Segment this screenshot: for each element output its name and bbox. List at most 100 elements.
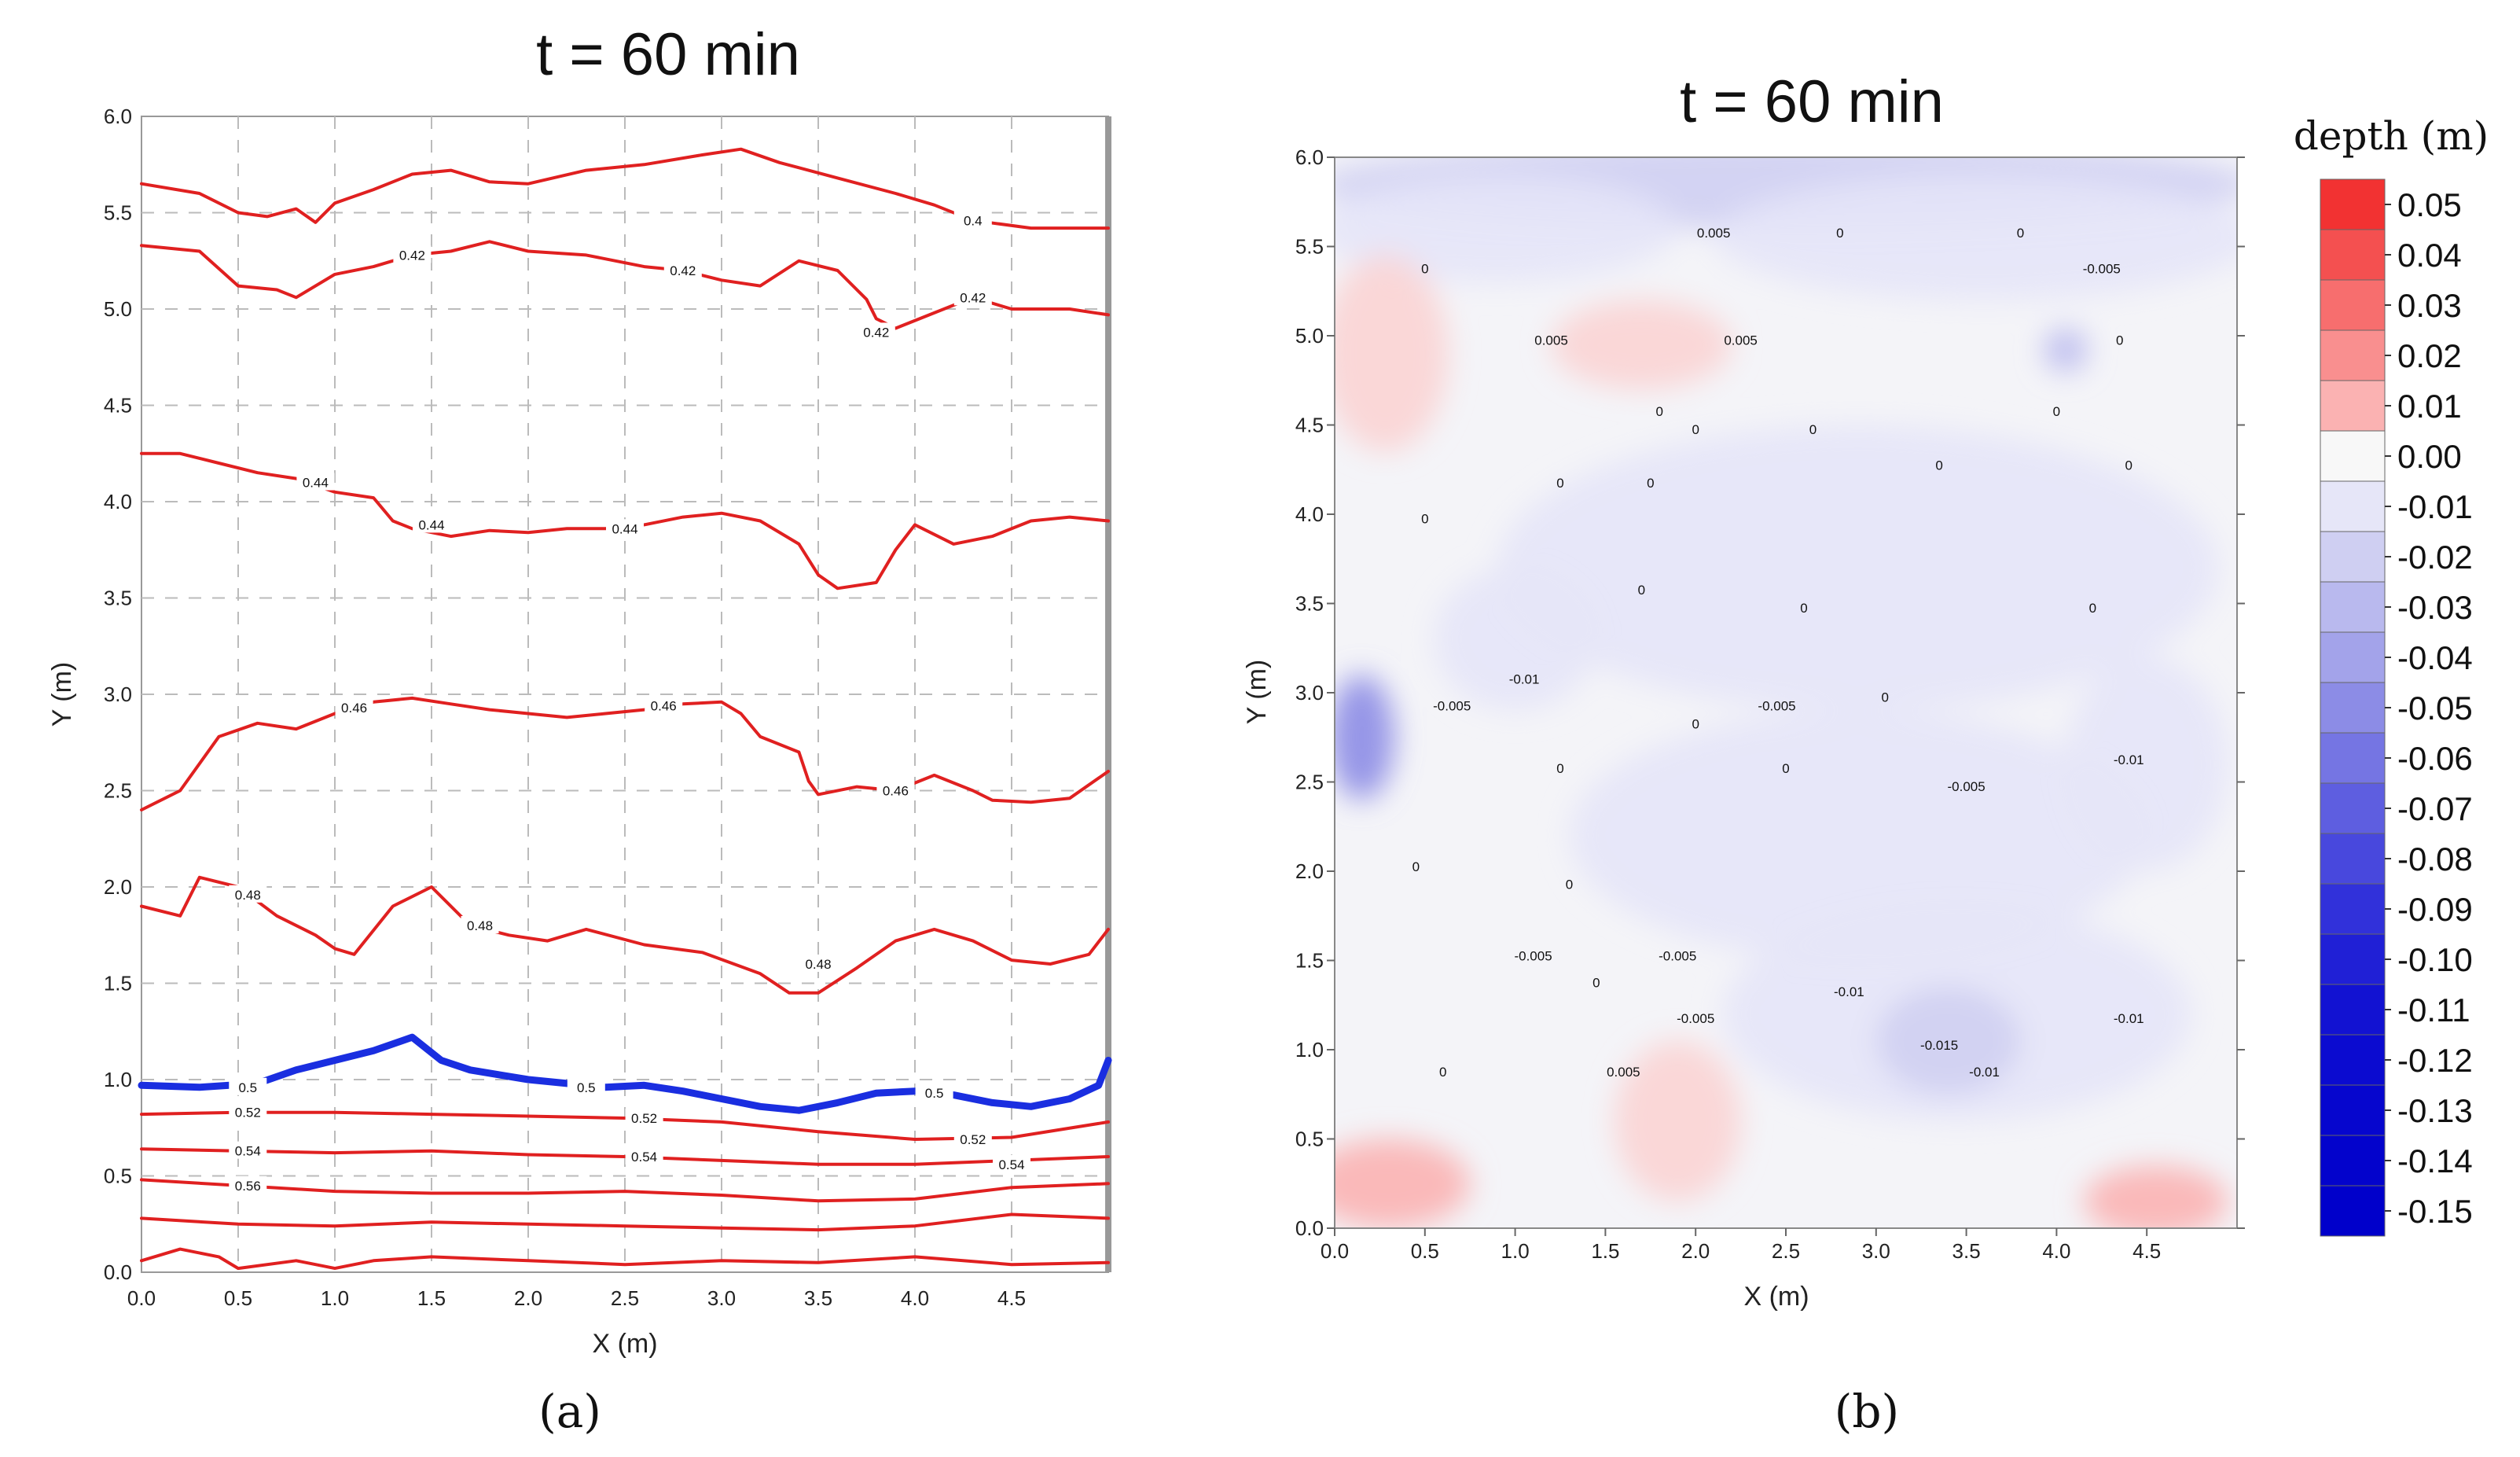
x-tick-label: 2.0 bbox=[514, 1286, 542, 1310]
contour-label: 0.42 bbox=[960, 290, 986, 305]
contour-label: 0.46 bbox=[883, 784, 909, 799]
contour-label: 0.4 bbox=[964, 213, 983, 228]
y-tick-label: 4.0 bbox=[104, 490, 132, 513]
y-tick-label: 3.0 bbox=[1295, 681, 1324, 705]
colorbar-swatch bbox=[2320, 782, 2386, 834]
y-tick-label: 4.0 bbox=[1295, 502, 1324, 526]
colorbar-swatch bbox=[2320, 1084, 2386, 1136]
depth-region bbox=[1551, 300, 1732, 390]
colorbar-swatch bbox=[2320, 430, 2386, 482]
depth-region bbox=[1335, 255, 1449, 452]
panel-a-xlabel: X (m) bbox=[592, 1329, 657, 1359]
colorbar-label: -0.03 bbox=[2397, 589, 2473, 626]
x-tick-label: 4.5 bbox=[997, 1286, 1026, 1310]
contour-label-bg bbox=[876, 781, 915, 799]
y-tick-label: 1.0 bbox=[104, 1068, 132, 1091]
panel-b-title: t = 60 min bbox=[1680, 68, 1944, 135]
contour-label-bg bbox=[645, 696, 683, 714]
x-tick-label: 1.0 bbox=[321, 1286, 349, 1310]
contour-label: 0.48 bbox=[805, 957, 831, 972]
y-tick-label: 2.5 bbox=[1295, 771, 1324, 794]
contour-label: -0.005 bbox=[1758, 699, 1795, 714]
contour-label: 0 bbox=[1836, 226, 1843, 241]
contour-label: 0 bbox=[1439, 1065, 1446, 1080]
y-tick-label: 2.5 bbox=[104, 779, 132, 803]
contour-label: -0.015 bbox=[1920, 1038, 1958, 1053]
colorbar-label: 0.00 bbox=[2397, 438, 2462, 475]
colorbar-swatch bbox=[2320, 1034, 2386, 1086]
contour-label: -0.005 bbox=[1677, 1011, 1714, 1026]
contour-label: 0.44 bbox=[612, 521, 637, 536]
depth-region bbox=[1434, 568, 1596, 711]
contour-label: -0.005 bbox=[1433, 699, 1471, 714]
contour-label: 0 bbox=[1647, 476, 1654, 491]
panel-b-ticks: 0.0 0.5 1.0 1.5 2.0 2.5 3.0 3.5 4.0 4.5 0.0 0.5 1.0 1… bbox=[1295, 145, 2245, 1263]
contour-label: 0 bbox=[1556, 761, 1563, 776]
contour-label-bg bbox=[229, 1077, 267, 1095]
contour-label: -0.005 bbox=[1947, 779, 1985, 794]
contour-label-bg bbox=[229, 1176, 267, 1194]
contour-label: 0 bbox=[2116, 333, 2123, 348]
colorbar-swatch bbox=[2320, 1135, 2386, 1187]
y-tick-label: 3.0 bbox=[104, 683, 132, 706]
contour-label: -0.005 bbox=[1514, 949, 1552, 964]
contour-label-bg bbox=[857, 322, 895, 340]
contour-label-bg bbox=[606, 519, 644, 537]
panel-a-contours: 0.4 0.42 0.42 0.42 0.42 0.44 0.44 0.44 0.46 0.46 0… bbox=[138, 147, 1112, 1271]
colorbar-swatch bbox=[2320, 178, 2386, 230]
colorbar-swatch bbox=[2320, 933, 2386, 985]
contour-label: 0.5 bbox=[577, 1080, 596, 1095]
contour-label: 0 bbox=[1692, 716, 1699, 731]
contour-label-bg bbox=[413, 515, 450, 533]
colorbar-label: -0.10 bbox=[2397, 941, 2473, 978]
contour-label: 0.42 bbox=[399, 248, 425, 263]
contour-label: 0.005 bbox=[1607, 1065, 1640, 1080]
contour-label: 0.48 bbox=[235, 888, 261, 903]
contour-label: 0.56 bbox=[235, 1179, 261, 1194]
panel-b-caption: (b) bbox=[1835, 1385, 1899, 1438]
colorbar-label: 0.05 bbox=[2397, 186, 2462, 223]
contour-label: -0.01 bbox=[2114, 1011, 2144, 1026]
panel-a-grid bbox=[141, 116, 1108, 1272]
contour-label: 0 bbox=[1556, 476, 1563, 491]
contour-label: 0 bbox=[1692, 422, 1699, 437]
y-tick-label: 5.0 bbox=[104, 297, 132, 321]
contour-label: 0 bbox=[1412, 859, 1420, 874]
y-tick-label: 0.0 bbox=[1295, 1216, 1324, 1240]
panel-b-depth-field bbox=[1335, 157, 2237, 1228]
x-tick-label: 0.5 bbox=[224, 1286, 252, 1310]
depth-region bbox=[1875, 987, 2021, 1095]
y-tick-label: 3.5 bbox=[1295, 592, 1324, 616]
contour-line-0-56 bbox=[140, 1178, 1110, 1203]
contour-label: 0.54 bbox=[631, 1150, 657, 1164]
colorbar-label: -0.06 bbox=[2397, 740, 2473, 777]
contour-label: 0.48 bbox=[467, 918, 493, 933]
contour-label: 0 bbox=[1800, 601, 1807, 616]
colorbar-swatch bbox=[2320, 380, 2386, 432]
colorbar-swatch bbox=[2320, 581, 2386, 633]
contour-label: 0 bbox=[2125, 458, 2132, 473]
depth-region bbox=[1335, 675, 1394, 800]
contour-label: 0 bbox=[1421, 262, 1428, 277]
y-tick-label: 5.5 bbox=[104, 201, 132, 225]
colorbar-title: depth (m) bbox=[2294, 113, 2489, 159]
x-tick-label: 1.0 bbox=[1501, 1239, 1530, 1263]
colorbar-label: -0.08 bbox=[2397, 841, 2473, 878]
contour-line-0-54 bbox=[140, 1147, 1110, 1166]
colorbar-label: -0.11 bbox=[2397, 992, 2470, 1028]
contour-label: -0.01 bbox=[1509, 672, 1540, 687]
depth-region bbox=[2044, 328, 2088, 372]
y-tick-label: 1.0 bbox=[1295, 1038, 1324, 1061]
contour-label: 0 bbox=[1421, 511, 1428, 526]
contour-label: -0.005 bbox=[2083, 262, 2121, 277]
x-tick-label: 4.0 bbox=[2042, 1239, 2070, 1263]
depth-region bbox=[2083, 1165, 2228, 1228]
panel-a-caption: (a) bbox=[538, 1385, 601, 1438]
depth-region bbox=[1569, 710, 2147, 961]
contour-label: 0 bbox=[1592, 976, 1600, 991]
contour-label: 0 bbox=[1935, 458, 1942, 473]
colorbar-label: -0.01 bbox=[2397, 488, 2473, 525]
contour-label-bg bbox=[915, 1084, 953, 1102]
contour-label: 0.005 bbox=[1724, 333, 1758, 348]
contour-label-bg bbox=[625, 1147, 663, 1164]
